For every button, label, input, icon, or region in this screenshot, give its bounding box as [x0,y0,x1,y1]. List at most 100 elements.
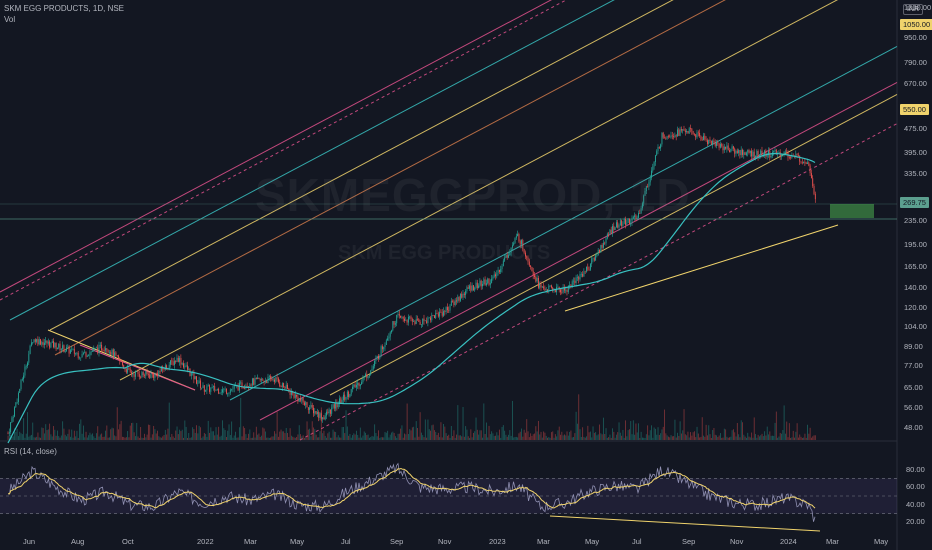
volume-bar [218,426,220,440]
volume-bar [393,432,395,440]
candle-body [85,352,87,357]
candle-body [584,271,586,273]
volume-bar [515,436,517,440]
volume-bar [556,436,558,440]
candle-body [757,151,759,158]
volume-bar [19,431,21,440]
volume-bar [203,432,205,440]
volume-bar [367,434,369,440]
volume-bar [368,437,370,440]
volume-bar [560,434,561,440]
candle-body [521,240,522,245]
candle-body [133,374,135,377]
candle-body [687,130,689,134]
candle-body [56,347,58,350]
candle-body [384,345,386,348]
rsi-tick-label: 80.00 [906,464,925,474]
candle-body [764,150,766,155]
rsi-tick-label: 20.00 [906,517,925,527]
candle-body [146,370,148,374]
candle-body [804,161,806,163]
candle-body [357,382,359,386]
volume-bar [636,432,638,440]
volume-bar [80,419,82,440]
volume-bar [289,428,291,440]
candle-body [496,273,498,277]
volume-bar [202,436,204,440]
candle-body [314,411,316,414]
volume-bar [228,424,230,440]
candle-body [157,373,158,377]
volume-bar [625,420,626,440]
volume-bar [482,437,483,440]
volume-bar [687,431,689,440]
candle-body [696,132,698,138]
candle-body [270,376,272,379]
volume-bar [557,430,559,440]
volume-bar [419,412,421,440]
candle-body [647,186,649,187]
volume-bar [53,426,54,440]
volume-bar [206,436,208,440]
candle-body [224,388,226,390]
volume-bar [497,435,499,440]
volume-bar [401,425,403,440]
candle-body [400,315,402,318]
candle-body [617,222,619,228]
candle-body [316,411,318,415]
candle-body [285,384,287,389]
candle-body [639,213,641,214]
volume-bar [215,427,217,440]
volume-bar [398,433,400,440]
candle-body [479,280,481,286]
candle-body [469,285,470,289]
candle-body [703,135,704,141]
volume-bar [704,436,706,440]
candle-body [508,255,509,258]
candle-body [751,150,753,157]
volume-bar [778,436,780,440]
price-tick-label: 77.00 [904,361,923,371]
candle-body [62,345,64,349]
rsi-tick-label: 40.00 [906,499,925,509]
volume-bar [144,433,145,440]
volume-bar [60,435,62,440]
candle-body [693,133,695,135]
volume-label[interactable]: Vol [4,15,16,24]
volume-bar [212,431,214,440]
candle-body [575,277,577,283]
volume-bar [337,435,339,440]
candle-body [101,344,103,351]
price-tag: 1050.00 [900,19,932,31]
volume-bar [426,437,428,440]
volume-bar [433,430,435,440]
volume-bar [774,422,776,440]
volume-bar [163,434,165,440]
volume-bar [30,434,32,440]
candle-body [241,382,243,388]
volume-bar [500,437,502,440]
candle-body [713,140,715,142]
candle-body [705,139,707,141]
candle-body [8,431,10,434]
volume-bar [566,431,568,440]
volume-bar [410,430,412,440]
volume-bar [267,437,269,440]
volume-bar [580,437,582,440]
volume-bar [34,437,36,440]
currency-badge[interactable]: INR [903,4,924,15]
candle-body [129,369,131,373]
candle-body [177,357,179,362]
volume-bar [198,425,200,440]
volume-bar [154,429,156,440]
candle-body [682,129,684,131]
candle-body [648,182,650,187]
volume-bar [432,424,434,440]
rsi-label[interactable]: RSI (14, close) [4,447,57,456]
volume-bar [509,430,511,440]
volume-bar [722,437,724,440]
symbol-title[interactable]: SKM EGG PRODUCTS, 1D, NSE [4,4,125,13]
candle-body [505,255,507,258]
time-tick-label: May [874,537,889,546]
